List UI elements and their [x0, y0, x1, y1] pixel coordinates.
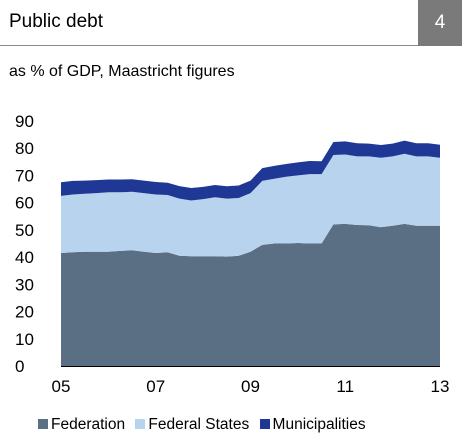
- legend: Federation Federal States Municipalities: [38, 416, 372, 434]
- y-tick-label: 60: [15, 194, 34, 213]
- legend-item-municipalities: Municipalities: [259, 416, 366, 434]
- header-divider: [0, 45, 418, 46]
- x-tick-label: 11: [336, 377, 354, 396]
- legend-item-federal-states: Federal States: [135, 416, 249, 434]
- legend-label: Federal States: [148, 416, 250, 433]
- y-tick-label: 90: [15, 112, 34, 131]
- y-tick-label: 0: [15, 357, 24, 376]
- x-axis: 05 07 09 11 13: [52, 366, 450, 396]
- x-tick-label: 13: [431, 377, 450, 396]
- header: Public debt 4: [0, 0, 465, 46]
- area-layer: [61, 140, 440, 366]
- area-series-municipalities: [61, 140, 440, 201]
- page-number-badge: 4: [418, 0, 462, 46]
- area-series-federation: [61, 223, 440, 366]
- y-tick-label: 20: [15, 303, 34, 322]
- legend-label: Federation: [51, 416, 126, 433]
- y-axis: 0 10 20 30 40 50 60 70 80 90: [15, 112, 34, 376]
- x-tick-label: 05: [52, 377, 71, 396]
- legend-swatch: [38, 419, 48, 429]
- area-series-federal-states: [61, 153, 440, 257]
- legend-label: Municipalities: [272, 416, 366, 433]
- legend-swatch: [135, 419, 146, 429]
- chart-subtitle: as % of GDP, Maastricht figures: [9, 63, 235, 80]
- legend-swatch: [259, 419, 270, 429]
- y-tick-label: 80: [15, 139, 34, 158]
- legend-item-federation: Federation: [38, 416, 125, 434]
- x-tick-label: 09: [241, 377, 260, 396]
- y-tick-label: 30: [15, 275, 34, 294]
- y-tick-label: 40: [15, 248, 34, 267]
- y-tick-label: 70: [15, 166, 34, 185]
- y-tick-label: 50: [15, 221, 34, 240]
- page-title: Public debt: [9, 11, 104, 32]
- x-tick-label: 07: [146, 377, 165, 396]
- y-tick-label: 10: [15, 330, 34, 349]
